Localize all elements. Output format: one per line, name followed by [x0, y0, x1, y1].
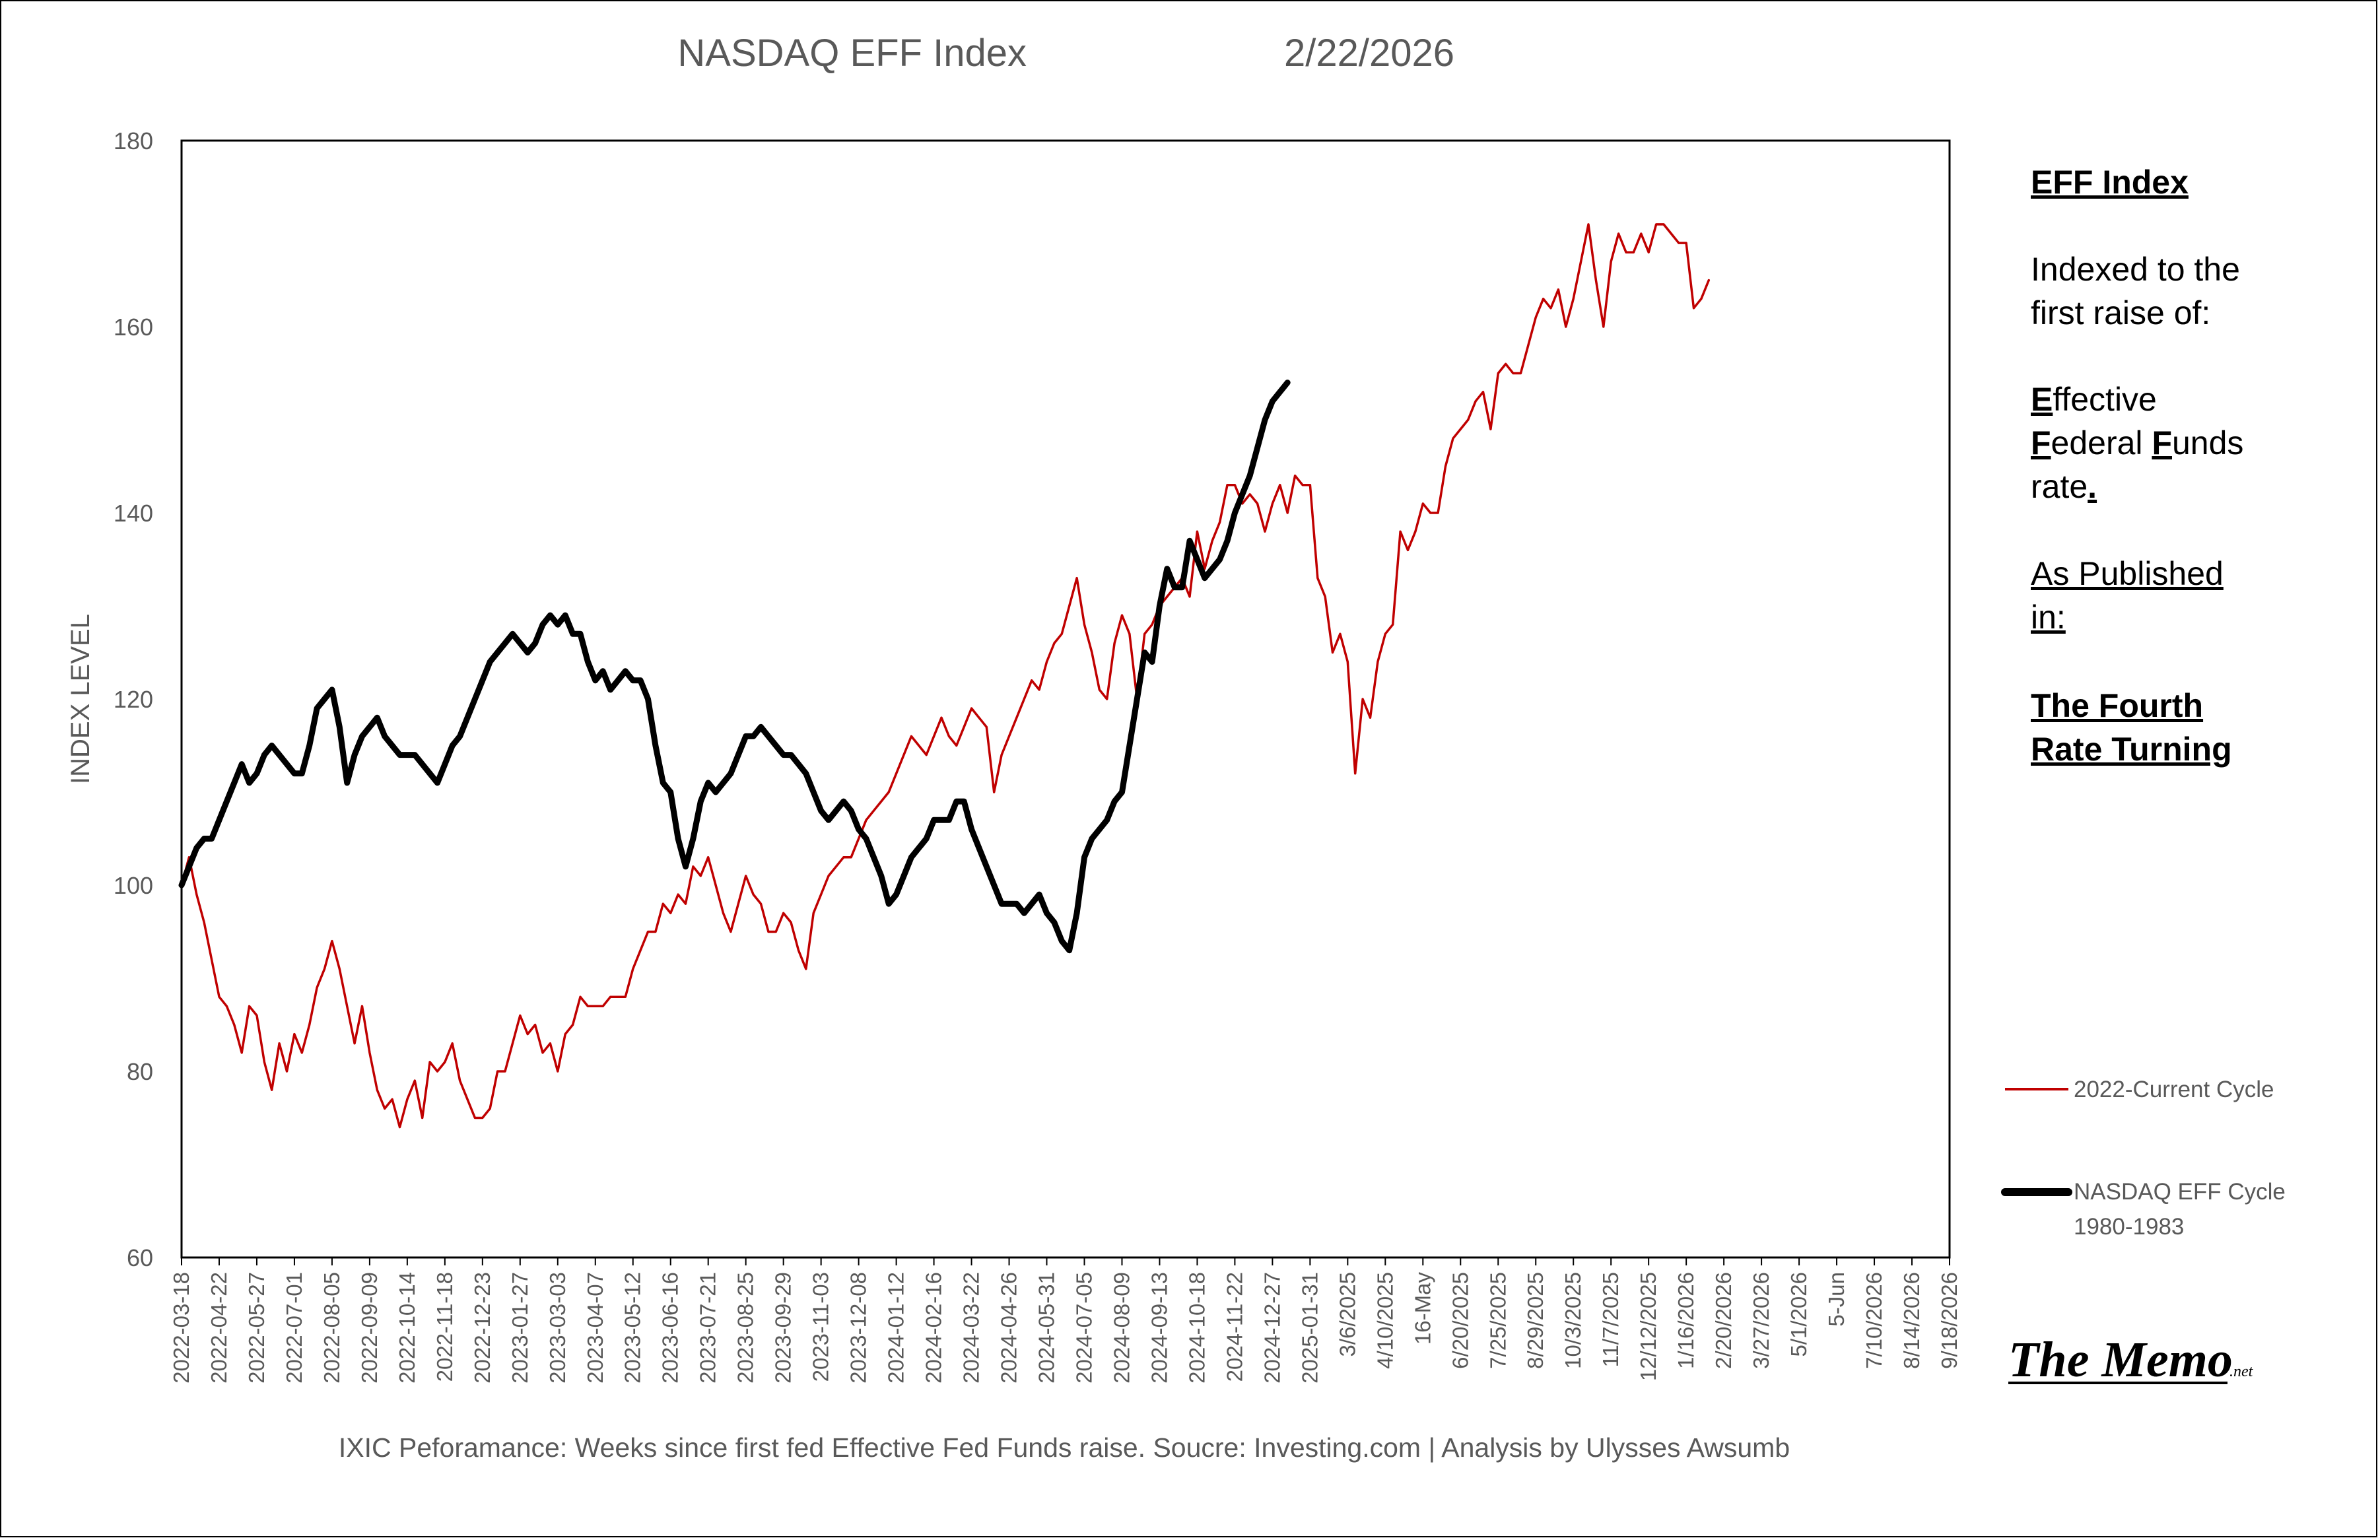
logo-text: The Memo: [2008, 1332, 2233, 1388]
x-tick-label: 2022-05-27: [244, 1272, 269, 1384]
y-tick-label: 120: [114, 686, 153, 713]
series-layer: [178, 223, 1711, 1129]
x-tick-label: 2023-04-07: [583, 1272, 607, 1384]
x-tick-label: 2024-07-05: [1071, 1272, 1096, 1384]
x-tick-label: 2022-04-22: [207, 1272, 231, 1384]
notes-effective-line: Effective: [2031, 381, 2157, 418]
x-tick-label: 2023-12-08: [846, 1272, 871, 1384]
x-tick-label: 2022-03-18: [169, 1272, 193, 1384]
y-axis-label: INDEX LEVEL: [66, 614, 95, 784]
legend-label-historical-1: NASDAQ EFF Cycle: [2074, 1179, 2286, 1205]
side-notes: EFF Index Indexed to the first raise of:…: [2031, 164, 2243, 768]
x-tick-label: 10/3/2025: [1561, 1272, 1585, 1369]
x-tick-label: 2024-01-12: [884, 1272, 908, 1384]
x-tick-label: 2023-05-12: [621, 1272, 645, 1384]
notes-published-2: in:: [2031, 599, 2066, 636]
x-tick-label: 2025-01-31: [1297, 1272, 1322, 1384]
x-tick-label: 2022-12-23: [470, 1272, 494, 1384]
x-tick-label: 2022-08-05: [320, 1272, 344, 1384]
x-tick-label: 2023-09-29: [771, 1272, 796, 1384]
x-tick-label: 2022-07-01: [282, 1272, 306, 1384]
x-tick-label: 1/16/2026: [1674, 1272, 1698, 1369]
y-tick-label: 180: [114, 127, 153, 154]
x-tick-label: 8/29/2025: [1523, 1272, 1547, 1369]
x-tick-label: 2023-11-03: [809, 1272, 833, 1382]
x-tick-label: 2022-11-18: [432, 1272, 457, 1382]
x-tick-label: 2023-01-27: [508, 1272, 532, 1384]
x-tick-label: 8/14/2026: [1899, 1272, 1924, 1369]
notes-indexed-1: Indexed to the: [2031, 251, 2240, 288]
notes-published-1: As Published: [2031, 555, 2224, 592]
y-tick-label: 100: [114, 872, 153, 899]
x-tick-label: 2024-05-31: [1035, 1272, 1059, 1384]
x-tick-label: 2023-07-21: [696, 1272, 720, 1384]
x-tick-label: 5-Jun: [1824, 1272, 1849, 1327]
x-tick-label: 7/25/2025: [1485, 1272, 1510, 1369]
x-tick-label: 2022-10-14: [395, 1272, 419, 1384]
x-tick-label: 2023-08-25: [733, 1272, 758, 1384]
x-tick-label: 5/1/2026: [1786, 1272, 1811, 1356]
x-tick-label: 6/20/2025: [1448, 1272, 1472, 1369]
series-line-current-cycle: [180, 223, 1711, 1129]
chart-footer: IXIC Peforamance: Weeks since first fed …: [339, 1432, 1790, 1463]
notes-publication-1: The Fourth: [2031, 687, 2203, 724]
x-tick-label: 3/6/2025: [1335, 1272, 1359, 1356]
x-tick-label: 2024-12-27: [1260, 1272, 1284, 1384]
x-tick-label: 9/18/2026: [1937, 1272, 1961, 1369]
x-tick-label: 2024-03-22: [959, 1272, 984, 1384]
x-axis: 2022-03-18 2022-04-22 2022-05-27 2022-07-01…: [169, 1257, 1961, 1384]
x-tick-label: 2023-06-16: [658, 1272, 683, 1384]
x-tick-label: 7/10/2026: [1862, 1272, 1886, 1369]
notes-federal-funds-line: Federal Funds: [2031, 424, 2243, 461]
x-tick-label: 2024-10-18: [1184, 1272, 1209, 1384]
chart-title: NASDAQ EFF Index: [677, 32, 1027, 75]
x-tick-label: 2024-09-13: [1147, 1272, 1171, 1384]
legend-label-current: 2022-Current Cycle: [2074, 1077, 2274, 1102]
logo-suffix: .net: [2229, 1363, 2254, 1380]
chart-title-date: 2/22/2026: [1284, 32, 1454, 75]
notes-indexed-2: first raise of:: [2031, 294, 2210, 331]
x-tick-label: 11/7/2025: [1598, 1272, 1623, 1367]
x-tick-label: 4/10/2025: [1373, 1272, 1397, 1369]
y-tick-label: 60: [127, 1244, 153, 1271]
y-tick-label: 140: [114, 500, 153, 527]
notes-heading: EFF Index: [2031, 164, 2189, 201]
x-tick-label: 2024-08-09: [1109, 1272, 1134, 1384]
plot-area: [180, 139, 1951, 1259]
notes-rate-line: rate.: [2031, 468, 2097, 505]
y-tick-label: 80: [127, 1058, 153, 1085]
logo: The Memo .net: [2008, 1332, 2254, 1388]
x-tick-label: 2024-11-22: [1222, 1272, 1246, 1382]
legend-label-historical-2: 1980-1983: [2074, 1214, 2184, 1240]
y-axis: 60 80 100 120 140 160 180: [114, 127, 153, 1271]
notes-publication-2: Rate Turning: [2031, 731, 2232, 768]
x-tick-label: 16-May: [1410, 1272, 1435, 1345]
y-tick-label: 160: [114, 314, 153, 341]
x-tick-label: 12/12/2025: [1636, 1272, 1660, 1381]
x-tick-label: 2022-09-09: [357, 1272, 382, 1384]
x-tick-label: 2024-02-16: [922, 1272, 946, 1384]
legend: 2022-Current Cycle NASDAQ EFF Cycle 1980…: [2001, 1077, 2286, 1240]
x-tick-label: 2023-03-03: [545, 1272, 570, 1384]
x-tick-label: 2024-04-26: [997, 1272, 1021, 1384]
series-line-1980-1983-cycle: [178, 380, 1291, 954]
x-tick-label: 2/20/2026: [1711, 1272, 1736, 1369]
x-tick-label: 3/27/2026: [1749, 1272, 1773, 1369]
